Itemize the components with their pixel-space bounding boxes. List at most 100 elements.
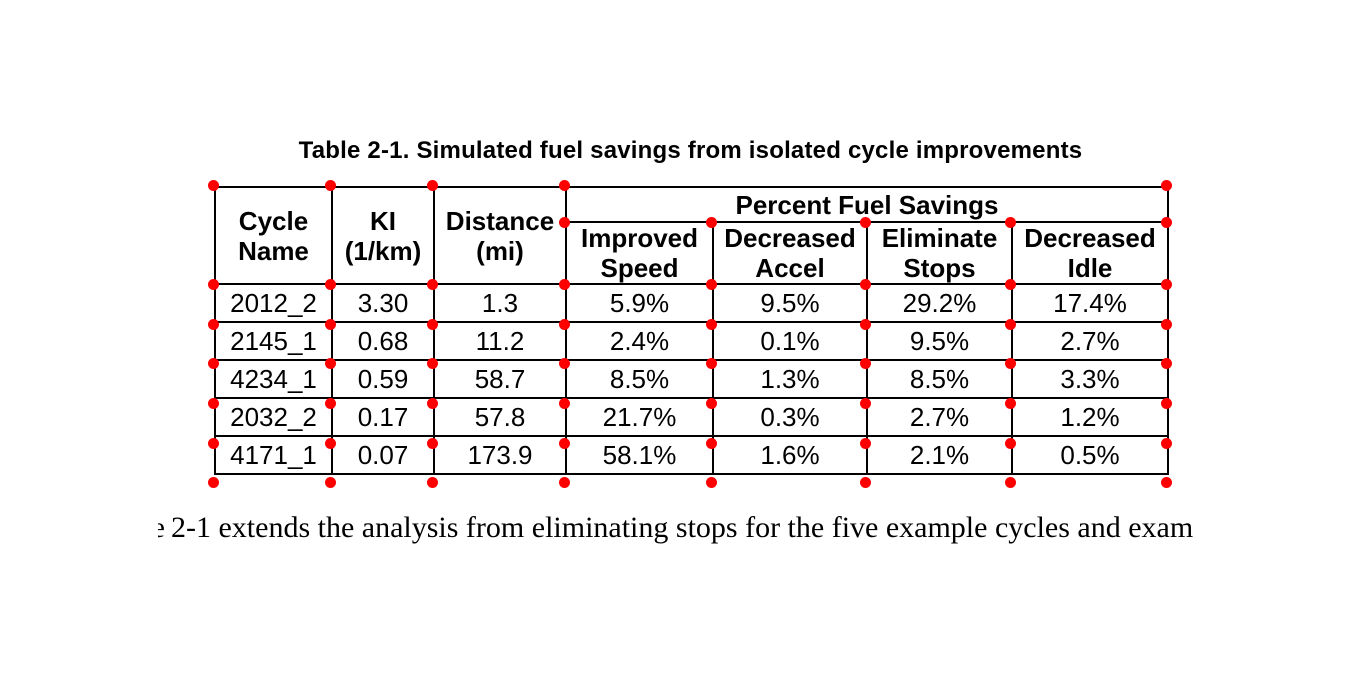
corner-marker-dot	[325, 180, 336, 191]
cell-decreased-idle: 1.2%	[1011, 397, 1169, 437]
cell-decreased-idle: 2.7%	[1011, 321, 1169, 361]
corner-marker-dot	[325, 438, 336, 449]
cell-eliminate-stops: 8.5%	[866, 359, 1013, 399]
cell-decreased-accel: 1.3%	[712, 359, 868, 399]
col-header-improved-speed: Improved Speed	[565, 221, 714, 285]
corner-marker-dot	[427, 180, 438, 191]
corner-marker-dot	[1005, 477, 1016, 488]
cell-cycle-name: 2012_2	[214, 283, 333, 323]
cell-eliminate-stops: 2.1%	[866, 435, 1013, 475]
col-header-eliminate-stops: Eliminate Stops	[866, 221, 1013, 285]
corner-marker-dot	[1161, 438, 1172, 449]
corner-marker-dot	[325, 477, 336, 488]
fuel-savings-table: Cycle Name KI (1/km) Distance (mi) Perce…	[214, 186, 1169, 475]
cell-eliminate-stops: 29.2%	[866, 283, 1013, 323]
cell-distance: 58.7	[433, 359, 567, 399]
corner-marker-dot	[208, 279, 219, 290]
corner-marker-dot	[706, 217, 717, 228]
corner-marker-dot	[427, 279, 438, 290]
cell-cycle-name: 4171_1	[214, 435, 333, 475]
corner-marker-dot	[860, 279, 871, 290]
corner-marker-dot	[1005, 398, 1016, 409]
cell-ki: 0.59	[331, 359, 435, 399]
cell-ki: 0.17	[331, 397, 435, 437]
cell-decreased-idle: 0.5%	[1011, 435, 1169, 475]
corner-marker-dot	[860, 319, 871, 330]
cell-distance: 11.2	[433, 321, 567, 361]
cell-improved-speed: 8.5%	[565, 359, 714, 399]
col-header-decreased-accel: Decreased Accel	[712, 221, 868, 285]
cell-distance: 1.3	[433, 283, 567, 323]
col-header-distance: Distance (mi)	[433, 186, 567, 285]
corner-marker-dot	[559, 180, 570, 191]
cell-improved-speed: 2.4%	[565, 321, 714, 361]
corner-marker-dot	[559, 279, 570, 290]
col-header-ki: KI (1/km)	[331, 186, 435, 285]
corner-marker-dot	[706, 319, 717, 330]
corner-marker-dot	[559, 217, 570, 228]
cell-improved-speed: 21.7%	[565, 397, 714, 437]
col-header-decreased-idle: Decreased Idle	[1011, 221, 1169, 285]
corner-marker-dot	[706, 358, 717, 369]
col-header-cycle-name: Cycle Name	[214, 186, 333, 285]
body-text-line: 2-1 extends the analysis from eliminatin…	[171, 511, 1194, 544]
table-row: 2145_1 0.68 11.2 2.4% 0.1% 9.5% 2.7%	[214, 321, 1169, 361]
corner-marker-dot	[1005, 438, 1016, 449]
table-row: 4234_1 0.59 58.7 8.5% 1.3% 8.5% 3.3%	[214, 359, 1169, 399]
corner-marker-dot	[208, 358, 219, 369]
corner-marker-dot	[559, 477, 570, 488]
cell-ki: 3.30	[331, 283, 435, 323]
cell-eliminate-stops: 2.7%	[866, 397, 1013, 437]
table-row: 2032_2 0.17 57.8 21.7% 0.3% 2.7% 1.2%	[214, 397, 1169, 437]
corner-marker-dot	[1005, 358, 1016, 369]
corner-marker-dot	[208, 398, 219, 409]
corner-marker-dot	[860, 477, 871, 488]
corner-marker-dot	[706, 477, 717, 488]
table-row: 4171_1 0.07 173.9 58.1% 1.6% 2.1% 0.5%	[214, 435, 1169, 475]
corner-marker-dot	[860, 217, 871, 228]
corner-marker-dot	[1161, 319, 1172, 330]
cell-decreased-accel: 0.1%	[712, 321, 868, 361]
col-group-header-percent-fuel-savings: Percent Fuel Savings	[565, 186, 1169, 223]
corner-marker-dot	[1161, 358, 1172, 369]
corner-marker-dot	[860, 438, 871, 449]
cell-ki: 0.68	[331, 321, 435, 361]
corner-marker-dot	[706, 279, 717, 290]
corner-marker-dot	[208, 180, 219, 191]
corner-marker-dot	[427, 319, 438, 330]
cell-decreased-accel: 9.5%	[712, 283, 868, 323]
corner-marker-dot	[860, 358, 871, 369]
clipped-letter-fragment: e	[158, 511, 165, 544]
corner-marker-dot	[427, 477, 438, 488]
corner-marker-dot	[559, 358, 570, 369]
cell-decreased-accel: 0.3%	[712, 397, 868, 437]
corner-marker-dot	[1161, 279, 1172, 290]
cell-cycle-name: 2032_2	[214, 397, 333, 437]
corner-marker-dot	[1161, 477, 1172, 488]
cell-cycle-name: 4234_1	[214, 359, 333, 399]
cell-ki: 0.07	[331, 435, 435, 475]
cell-improved-speed: 5.9%	[565, 283, 714, 323]
body-text: e 2-1 extends the analysis from eliminat…	[158, 507, 1366, 549]
table-caption: Table 2-1. Simulated fuel savings from i…	[298, 137, 1083, 164]
corner-marker-dot	[208, 477, 219, 488]
corner-marker-dot	[706, 438, 717, 449]
corner-marker-dot	[427, 398, 438, 409]
corner-marker-dot	[325, 319, 336, 330]
corner-marker-dot	[559, 319, 570, 330]
corner-marker-dot	[1005, 217, 1016, 228]
corner-marker-dot	[1005, 279, 1016, 290]
corner-marker-dot	[325, 398, 336, 409]
corner-marker-dot	[559, 398, 570, 409]
corner-marker-dot	[1005, 319, 1016, 330]
cell-distance: 57.8	[433, 397, 567, 437]
cell-eliminate-stops: 9.5%	[866, 321, 1013, 361]
corner-marker-dot	[427, 358, 438, 369]
corner-marker-dot	[325, 279, 336, 290]
corner-marker-dot	[559, 438, 570, 449]
cell-improved-speed: 58.1%	[565, 435, 714, 475]
corner-marker-dot	[1161, 217, 1172, 228]
cell-decreased-idle: 3.3%	[1011, 359, 1169, 399]
table-row: 2012_2 3.30 1.3 5.9% 9.5% 29.2% 17.4%	[214, 283, 1169, 323]
